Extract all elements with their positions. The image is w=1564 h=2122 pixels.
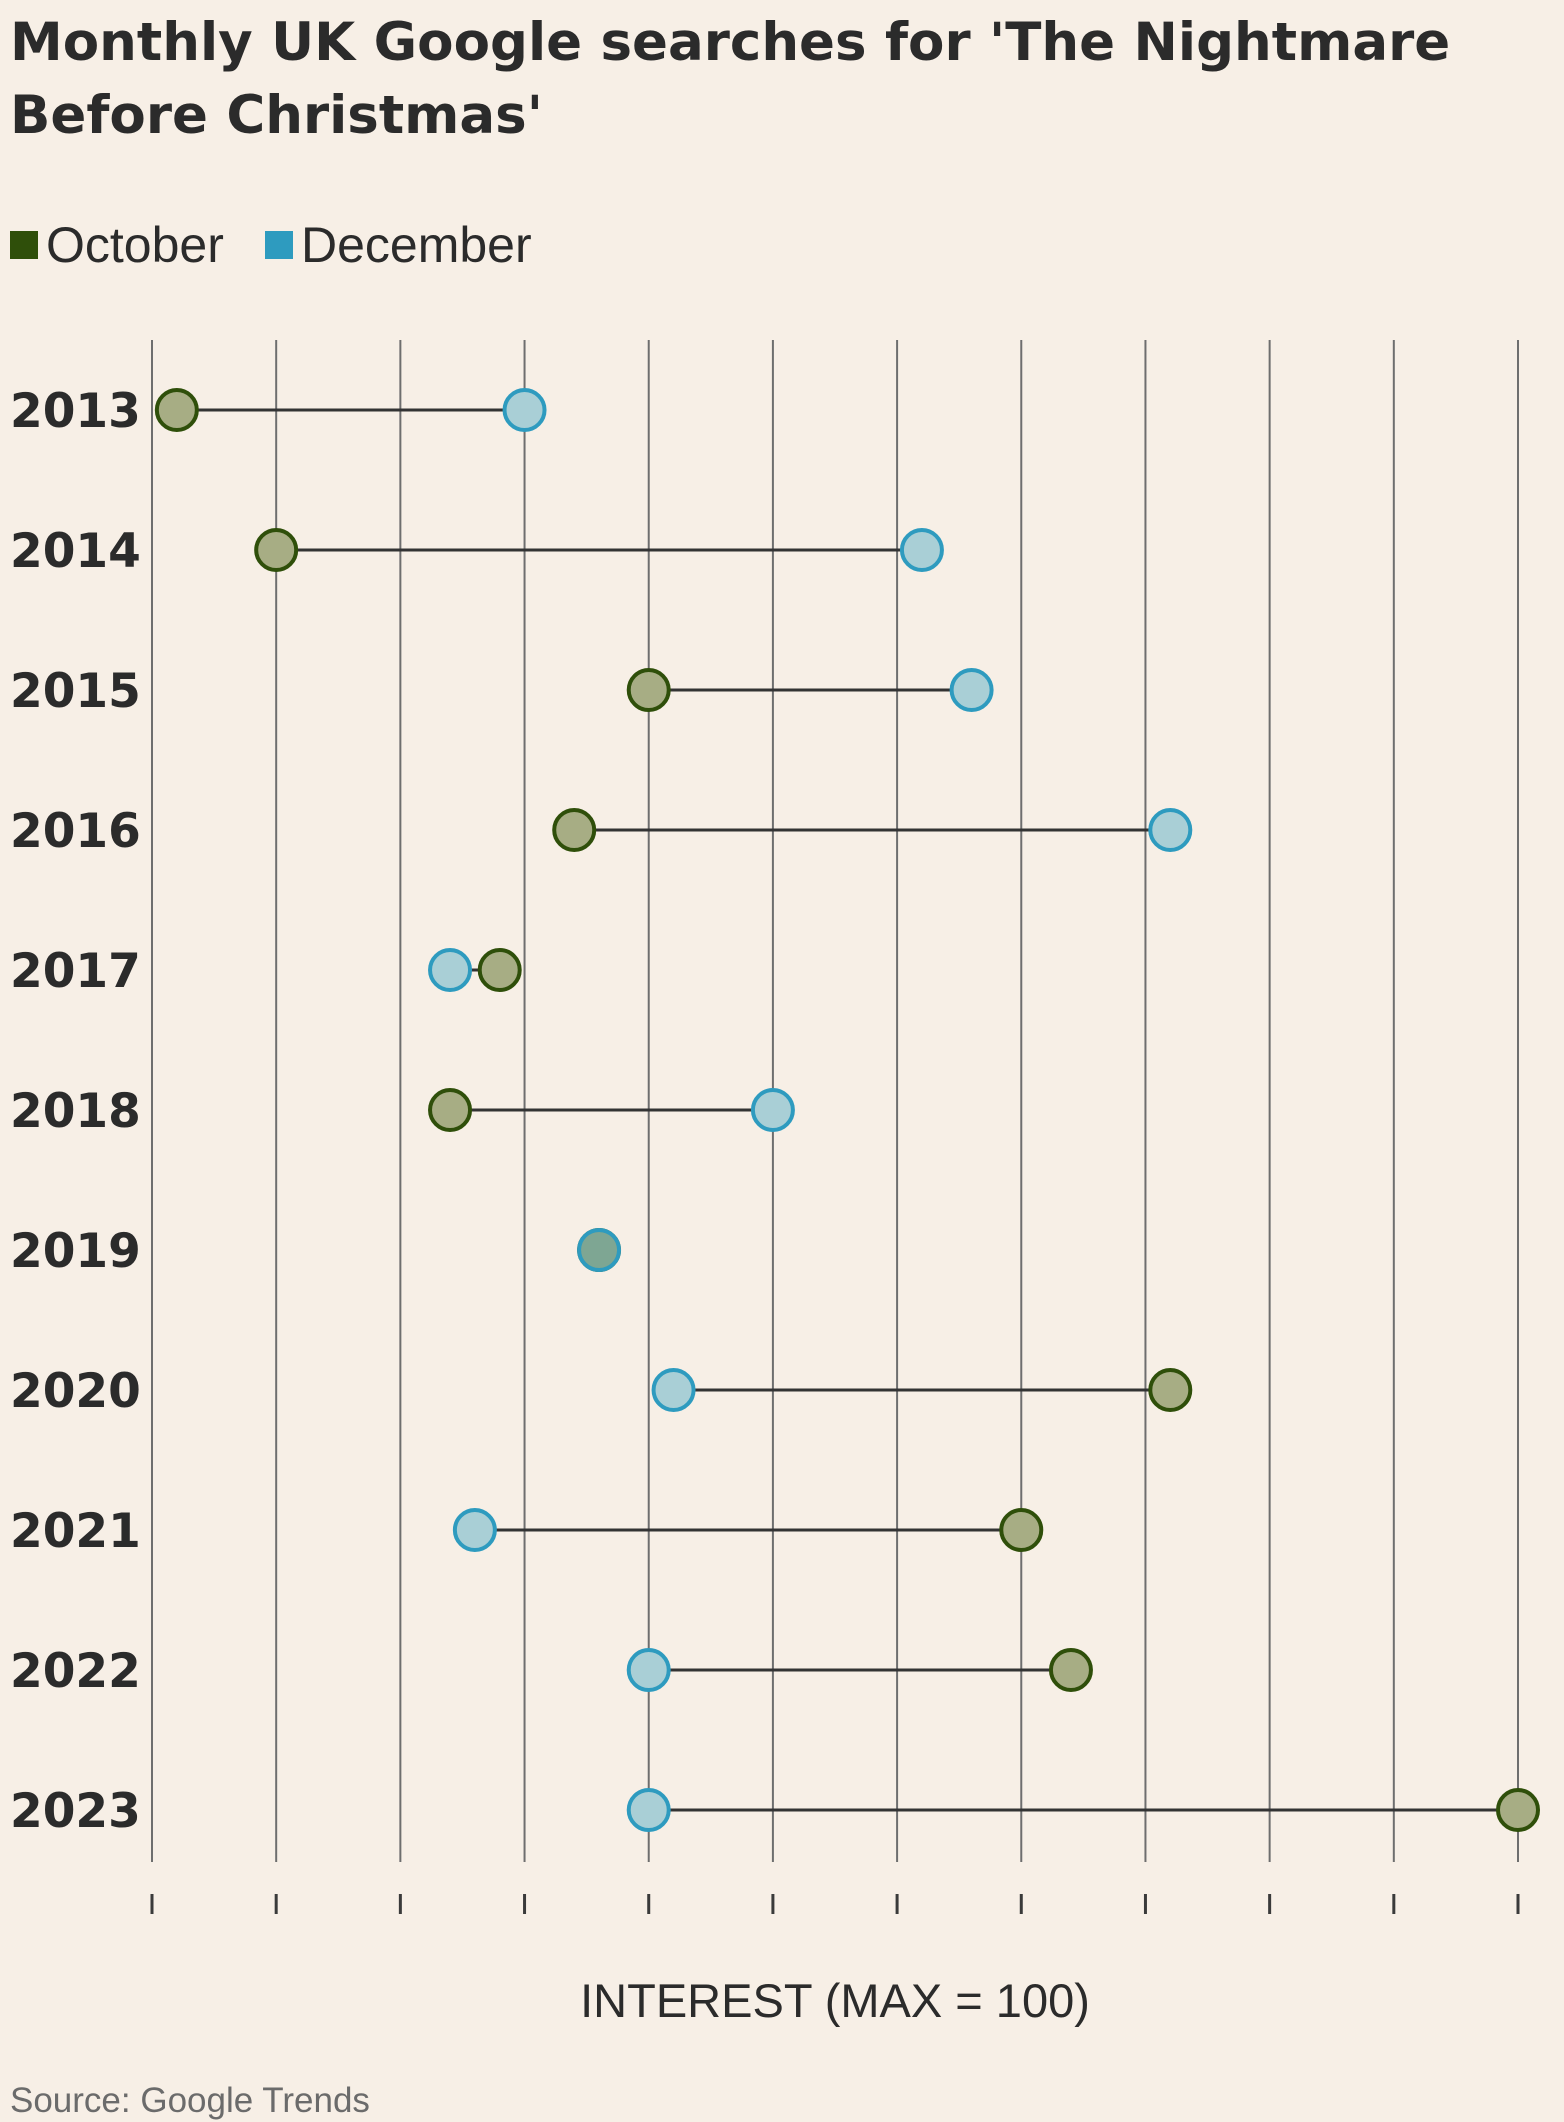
point-october-2015 xyxy=(626,668,671,712)
point-december-2019 xyxy=(577,1228,622,1272)
y-label-2020: 2020 xyxy=(10,1364,141,1419)
x-axis-title: INTEREST (MAX = 100) xyxy=(580,1974,1090,2027)
point-december-2015 xyxy=(949,668,994,712)
point-december-2022 xyxy=(626,1648,671,1692)
legend: October December xyxy=(10,217,532,273)
point-december-2023 xyxy=(626,1788,671,1832)
y-label-2021: 2021 xyxy=(10,1504,141,1559)
y-label-2014: 2014 xyxy=(10,524,141,579)
point-december-2017 xyxy=(428,948,473,992)
point-december-2020 xyxy=(651,1368,696,1412)
point-december-2018 xyxy=(750,1088,795,1132)
source-note: Source: Google Trends xyxy=(10,2081,370,2120)
y-label-2015: 2015 xyxy=(10,664,141,719)
point-october-2016 xyxy=(552,808,597,852)
chart-title-line-2: Before Christmas' xyxy=(10,85,543,146)
connectors xyxy=(176,408,1518,1812)
gridlines xyxy=(151,340,1519,1862)
y-label-2013: 2013 xyxy=(10,384,141,439)
y-axis-labels: 2013 2014 2015 2016 2017 2018 2019 2020 2021 2022… xyxy=(10,384,141,1839)
chart-title-line-1: Monthly UK Google searches for 'The Nigh… xyxy=(10,12,1450,73)
point-october-2023 xyxy=(1496,1788,1540,1832)
chart-title: Monthly UK Google searches for 'The Nigh… xyxy=(10,12,1450,146)
legend-swatch-december xyxy=(265,231,293,259)
y-label-2017: 2017 xyxy=(10,944,141,999)
y-label-2019: 2019 xyxy=(10,1224,141,1279)
point-december-2016 xyxy=(1148,808,1193,852)
point-october-2022 xyxy=(1048,1648,1093,1692)
point-december-2013 xyxy=(502,388,547,432)
point-october-2017 xyxy=(477,948,522,992)
x-axis-ticks xyxy=(150,1894,1520,1914)
legend-label-october: October xyxy=(46,217,224,273)
y-label-2016: 2016 xyxy=(10,804,141,859)
y-label-2022: 2022 xyxy=(10,1644,141,1699)
point-october-2018 xyxy=(428,1088,473,1132)
point-october-2013 xyxy=(154,388,199,432)
legend-swatch-october xyxy=(10,231,38,259)
data-points xyxy=(154,388,1540,1832)
point-october-2021 xyxy=(999,1508,1044,1552)
point-october-2020 xyxy=(1148,1368,1193,1412)
point-december-2014 xyxy=(899,528,944,572)
legend-label-december: December xyxy=(301,217,532,273)
y-label-2023: 2023 xyxy=(10,1784,141,1839)
point-december-2021 xyxy=(452,1508,497,1552)
y-label-2018: 2018 xyxy=(10,1084,141,1139)
point-october-2014 xyxy=(254,528,299,572)
